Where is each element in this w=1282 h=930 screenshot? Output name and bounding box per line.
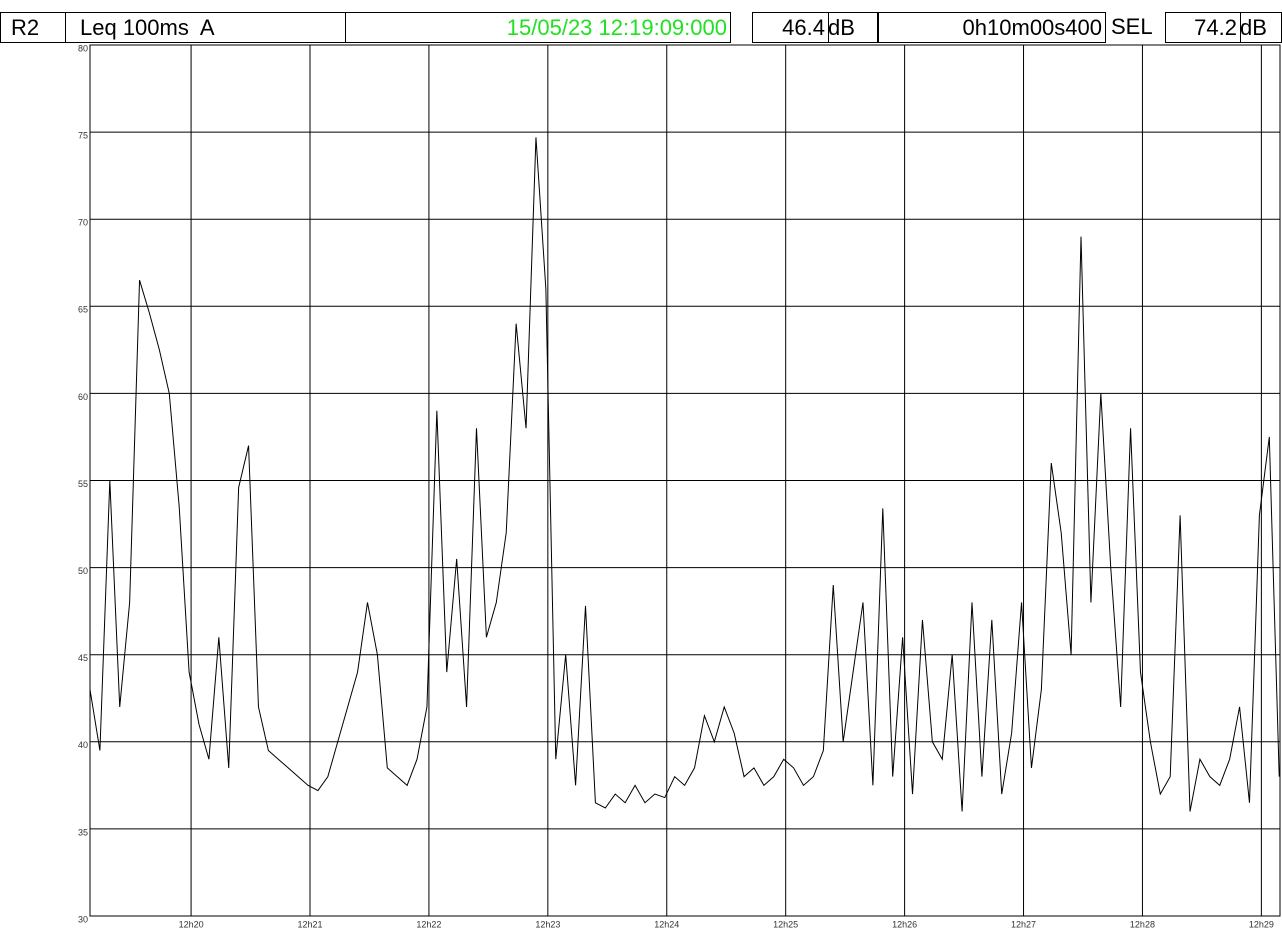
x-tick-label: 12h25 [773,919,798,929]
y-tick-label: 75 [78,130,88,140]
y-tick-label: 70 [78,218,88,228]
level-value: 46.4 [752,12,829,43]
x-tick-label: 12h23 [535,919,560,929]
timestamp: 15/05/23 12:19:09:000 [345,12,731,43]
y-tick-label: 30 [78,914,88,924]
measure: Leq 100ms A [65,12,346,43]
y-tick-label: 35 [78,827,88,837]
x-tick-label: 12h20 [179,919,204,929]
x-tick-label: 12h29 [1249,919,1274,929]
header: R2 Leq 100ms A 15/05/23 12:19:09:000 46.… [0,0,1282,44]
x-tick-label: 12h26 [892,919,917,929]
channel: R2 [0,12,66,43]
level-unit: dB [828,12,878,43]
x-tick-label: 12h22 [416,919,441,929]
y-tick-label: 80 [78,43,88,53]
sel-value: 74.2 [1165,12,1241,43]
x-tick-label: 12h28 [1130,919,1155,929]
y-tick-label: 50 [78,566,88,576]
y-tick-label: 65 [78,305,88,315]
y-tick-label: 55 [78,479,88,489]
x-tick-label: 12h24 [654,919,679,929]
y-tick-label: 60 [78,392,88,402]
x-tick-label: 12h27 [1011,919,1036,929]
x-tick-label: 12h21 [297,919,322,929]
y-tick-label: 40 [78,740,88,750]
y-tick-label: 45 [78,653,88,663]
sel-label: SEL [1111,14,1153,39]
duration: 0h10m00s400 [878,12,1106,43]
data-line [89,137,1280,812]
